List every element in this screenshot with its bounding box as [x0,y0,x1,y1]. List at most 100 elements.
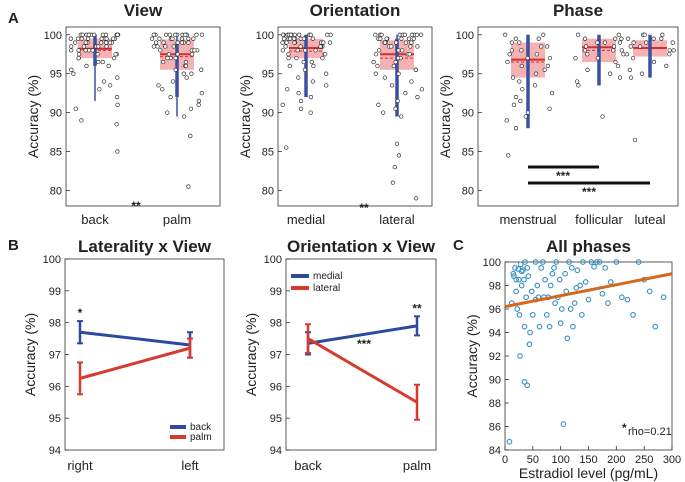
line-4-ytick-label-0: 94 [270,445,282,457]
box-1-point-lateral-1 [418,32,424,37]
scatter-5-ytick-label-4: 92 [489,351,501,363]
box-2-annotation-1: *** [582,185,596,199]
scatter-5-xtick-label-1: 50 [527,454,539,466]
box-2-point-luteal-17 [664,63,669,69]
box-1-point-lateral-12 [378,36,383,41]
box-0-point-back-58 [115,102,120,107]
scatter-5-point-73 [613,259,620,265]
box-1-point-medial-30 [318,44,323,49]
scatter-5-point-66 [591,263,597,270]
box-2-ytick-label-0: 80 [462,185,474,197]
scatter-5-point-33 [538,265,545,271]
box-2-point-follicular-5 [602,40,608,45]
scatter-5-point-5 [513,276,519,283]
box-0-point-palm-9 [167,32,172,37]
box-1-point-lateral-8 [414,32,420,37]
box-1-point-medial-18 [291,36,297,41]
box-2-point-menstrual-3 [536,36,541,41]
box-2-point-follicular-24 [600,114,605,119]
scatter-5-ytick-label-3: 90 [489,375,501,387]
box-0-point-palm-34 [175,52,180,57]
box-0-point-palm-26 [171,44,176,49]
box-0-point-back-32 [81,44,87,49]
scatter-5-xlabel: Estradiol level (pg/mL) [519,465,658,481]
scatter-5-point-55 [568,265,575,271]
box-2-point-luteal-6 [631,40,636,45]
box-1-point-medial-9 [325,32,330,37]
box-2-point-follicular-13 [585,52,590,57]
box-0-point-palm-36 [173,55,178,61]
box-1-point-medial-21 [327,40,333,45]
box-2-xtick-label-2: luteal [634,212,665,227]
box-1-point-medial-56 [298,106,304,111]
box-1-point-medial-34 [280,48,285,53]
box-1-point-lateral-27 [376,48,382,53]
line-3-ytick-label-1: 95 [49,413,61,425]
scatter-5-point-20 [523,294,530,301]
panel-label-a: A [8,10,19,27]
box-2-point-follicular-15 [573,55,578,61]
box-0-point-palm-22 [175,40,180,45]
box-1-point-medial-51 [285,87,290,92]
scatter-5-point-0 [506,438,513,445]
box-0-point-back-29 [104,44,109,49]
box-1-point-lateral-52 [380,110,386,115]
scatter-5-point-7 [514,306,521,312]
box-2-point-menstrual-18 [533,71,539,76]
box-2-xtick-label-1: follicular [575,212,623,227]
box-1-point-lateral-44 [409,79,414,84]
box-2-point-menstrual-5 [509,40,514,45]
box-1-point-medial-15 [301,36,307,41]
scatter-5-point-71 [605,300,611,306]
box-2-annotation-0: *** [556,169,570,183]
box-1-point-medial-35 [302,48,308,53]
scatter-5-point-34 [540,259,546,265]
box-1-point-lateral-57 [390,180,396,185]
scatter-5-point-21 [524,265,531,271]
box-0-point-back-42 [95,52,100,57]
box-1-point-medial-48 [296,75,301,80]
box-0-point-back-60 [79,118,84,123]
scatter-5-xtick-label-6: 300 [663,454,681,466]
scatter-5-point-25 [527,329,533,336]
box-2-point-luteal-7 [670,40,675,45]
scatter-5-point-63 [582,279,589,285]
box-2-ytick-label-2: 90 [462,108,474,120]
box-0-point-palm-16 [149,36,155,41]
box-0-xtick-label-0: back [81,212,109,227]
box-0-point-back-18 [111,36,116,41]
scatter-5-ytick-label-5: 94 [489,328,501,340]
box-1-point-medial-2 [308,32,313,37]
box-2-point-luteal-1 [660,32,665,37]
box-0-point-palm-13 [170,36,175,41]
box-2-point-luteal-2 [642,32,647,37]
box-0-point-palm-7 [173,32,178,37]
box-2-point-luteal-12 [671,48,676,53]
line-3-title: Laterality x View [78,237,212,256]
box-1-point-lateral-7 [379,32,384,37]
line-3-xtick-label-1: left [181,458,199,473]
box-0-point-back-49 [84,63,89,69]
box-2-point-follicular-14 [621,52,626,57]
box-1-point-lateral-45 [389,83,395,88]
box-1-point-medial-26 [292,40,297,45]
box-1-point-lateral-46 [419,87,425,92]
line-4-ylabel: Accuracy (%) [243,313,259,396]
box-2-point-follicular-11 [611,48,616,53]
line-4-legend-label-medial: medial [313,271,342,282]
box-0-point-back-56 [97,87,102,92]
scatter-5-xtick-label-3: 150 [579,454,597,466]
box-0-point-palm-6 [183,32,188,37]
scatter-5-point-60 [577,282,584,289]
scatter-5-point-2 [510,270,517,277]
box-0-point-back-61 [114,122,119,127]
box-2-point-follicular-8 [611,44,617,49]
box-1-point-medial-25 [321,40,326,45]
scatter-5-point-46 [556,276,563,283]
box-1-point-lateral-22 [409,40,414,45]
box-1-point-medial-22 [284,40,289,45]
box-1-point-medial-8 [292,32,298,37]
box-2-point-follicular-7 [617,40,623,45]
box-2-point-luteal-20 [628,75,634,80]
box-1-point-lateral-6 [373,32,378,37]
